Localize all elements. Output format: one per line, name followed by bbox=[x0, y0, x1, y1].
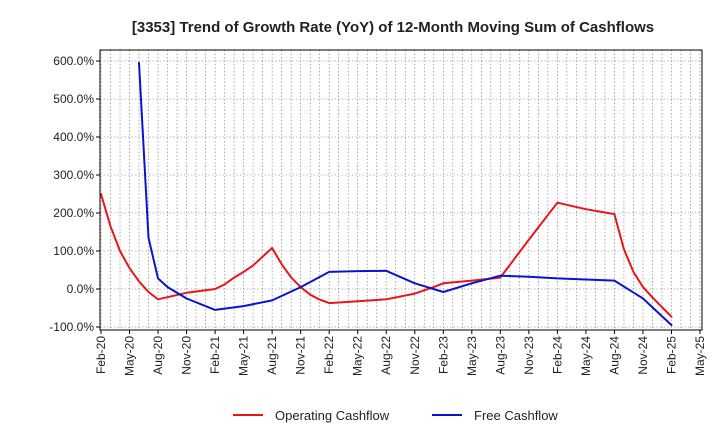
x-tick-label: Aug-22 bbox=[379, 336, 393, 375]
x-tick-label: Aug-24 bbox=[607, 336, 621, 375]
x-tick-label: Nov-23 bbox=[522, 336, 536, 375]
x-tick-label: Feb-24 bbox=[550, 336, 564, 374]
x-tick-label: May-24 bbox=[579, 336, 593, 376]
y-tick-label: 400.0% bbox=[53, 130, 94, 144]
legend: Operating Cashflow Free Cashflow bbox=[233, 408, 558, 423]
y-tick-label: 300.0% bbox=[53, 168, 94, 182]
y-tick-label: -100.0% bbox=[49, 320, 94, 334]
legend-label: Free Cashflow bbox=[474, 408, 558, 423]
y-tick-label: 600.0% bbox=[53, 54, 94, 68]
x-tick-label: Feb-23 bbox=[436, 336, 450, 374]
y-tick-label: 100.0% bbox=[53, 244, 94, 258]
series-line-free-cashflow bbox=[138, 61, 673, 327]
y-axis: 600.0% 500.0% 400.0% 300.0% 200.0% 100.0% 0.0%… bbox=[49, 54, 100, 334]
x-tick-label: Nov-20 bbox=[180, 336, 194, 375]
x-tick-label: May-20 bbox=[123, 336, 137, 376]
x-tick-label: Aug-21 bbox=[265, 336, 279, 375]
y-tick-label: 0.0% bbox=[67, 282, 95, 296]
legend-label: Operating Cashflow bbox=[275, 408, 390, 423]
x-tick-label: Nov-22 bbox=[408, 336, 422, 375]
y-tick-label: 500.0% bbox=[53, 92, 94, 106]
x-tick-label: Nov-24 bbox=[636, 336, 650, 375]
x-tick-label: Feb-20 bbox=[94, 336, 108, 374]
x-tick-label: May-22 bbox=[351, 336, 365, 376]
x-tick-label: May-25 bbox=[693, 336, 707, 376]
x-tick-label: Feb-21 bbox=[208, 336, 222, 374]
x-tick-label: Feb-22 bbox=[322, 336, 336, 374]
x-tick-label: Feb-25 bbox=[664, 336, 678, 374]
x-axis: Feb-20 May-20 Aug-20 Nov-20 Feb-21 May-21 Aug-… bbox=[94, 330, 707, 376]
chart-title: [3353] Trend of Growth Rate (YoY) of 12-… bbox=[132, 19, 654, 36]
x-tick-label: May-21 bbox=[237, 336, 251, 376]
x-tick-label: Aug-20 bbox=[151, 336, 165, 375]
grid-lines bbox=[100, 50, 702, 330]
series-lines bbox=[100, 61, 673, 327]
x-tick-label: May-23 bbox=[465, 336, 479, 376]
series-line-operating-cashflow bbox=[100, 193, 673, 318]
x-tick-label: Aug-23 bbox=[493, 336, 507, 375]
y-tick-label: 200.0% bbox=[53, 206, 94, 220]
plot-area-frame bbox=[99, 49, 703, 331]
x-tick-label: Nov-21 bbox=[294, 336, 308, 375]
